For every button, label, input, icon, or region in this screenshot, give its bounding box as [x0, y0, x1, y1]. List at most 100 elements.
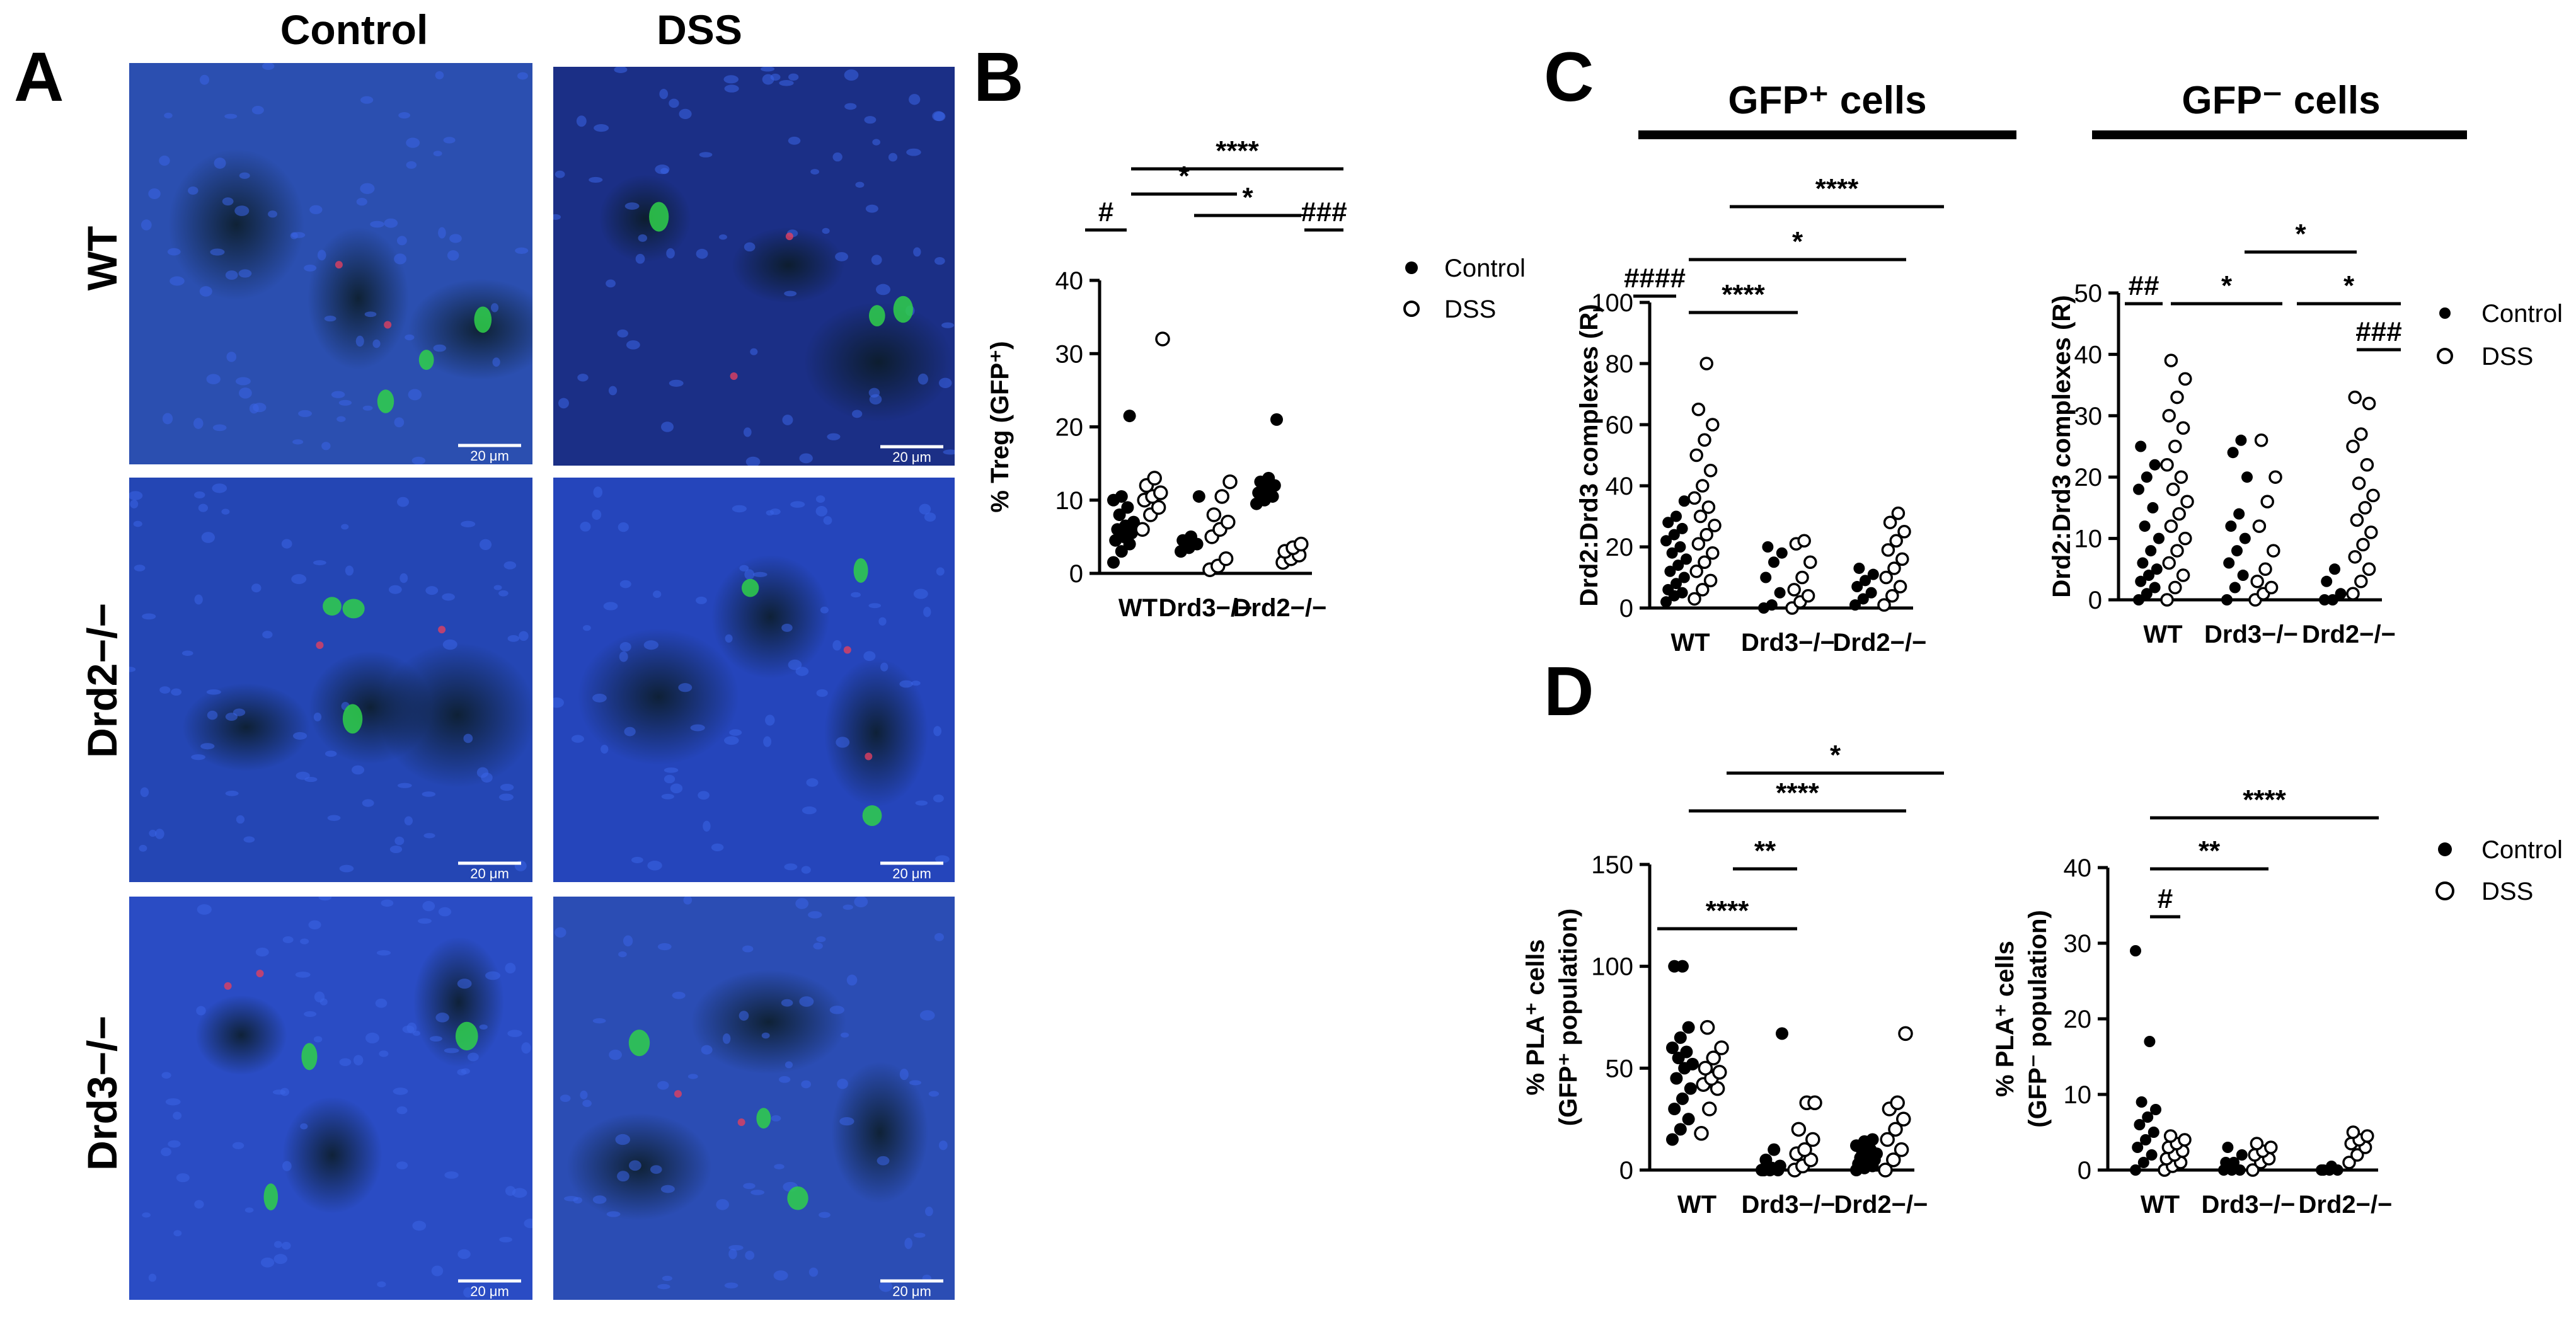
nucleus: [659, 88, 669, 100]
nucleus: [133, 520, 142, 527]
nucleus: [662, 1275, 673, 1282]
nucleus: [560, 1094, 571, 1102]
gfp-cell: [787, 1186, 808, 1210]
data-point-control: [2150, 1104, 2161, 1115]
nucleus: [657, 1081, 669, 1090]
nucleus: [272, 1089, 286, 1095]
data-point-control: [1857, 593, 1869, 605]
nucleus: [225, 713, 238, 721]
data-point-control: [1674, 1123, 1687, 1136]
nucleus: [364, 311, 377, 318]
data-point-dss: [1880, 1132, 1895, 1147]
nucleus: [829, 1006, 844, 1014]
nucleus: [168, 1140, 181, 1148]
nucleus: [372, 339, 381, 348]
significance-label: ##: [2129, 270, 2159, 301]
data-point-dss: [1703, 464, 1718, 478]
significance-label: ####: [1624, 263, 1686, 294]
nucleus: [154, 829, 164, 839]
gfp-cell: [862, 805, 882, 826]
nucleus: [148, 188, 161, 200]
nucleus: [696, 596, 707, 604]
category-label: WT: [1118, 594, 1158, 622]
nucleus: [505, 963, 516, 974]
nucleus: [592, 1018, 606, 1024]
panel-letter-a: A: [14, 38, 64, 116]
data-point-control: [2130, 1164, 2141, 1176]
data-point-dss: [1294, 536, 1309, 552]
data-point-control: [2137, 557, 2149, 569]
nucleus: [608, 386, 618, 396]
nucleus: [880, 662, 888, 672]
chart-d-gfp: 0 50 100 150 WT Drd3−/−Drd2−/− % PLA⁺ cells (GF…: [1522, 740, 1944, 1219]
nucleus: [660, 1185, 675, 1193]
nucleus: [618, 522, 629, 532]
data-point-control: [2229, 582, 2241, 594]
nucleus: [377, 1281, 386, 1288]
nucleus: [234, 205, 250, 216]
nucleus: [781, 999, 793, 1007]
data-point-control: [2141, 588, 2153, 600]
micrograph-drd2-control: 20 μm: [129, 478, 532, 882]
nucleus: [381, 899, 394, 907]
nucleus: [696, 248, 708, 259]
nucleus: [844, 69, 859, 81]
data-point-dss: [1688, 491, 1701, 505]
data-point-control: [1774, 587, 1786, 599]
data-point-dss: [2162, 556, 2176, 570]
data-point-dss: [1879, 570, 1893, 585]
nucleus: [318, 897, 332, 901]
data-point-dss: [2176, 421, 2190, 435]
data-point-control: [1270, 413, 1283, 426]
nucleus: [603, 602, 618, 611]
data-point-control: [1674, 1031, 1687, 1044]
lumen-region: [408, 278, 532, 381]
category-label: Drd2−/−: [1833, 629, 1927, 657]
data-point-dss: [1893, 580, 1907, 594]
data-point-control: [1768, 556, 1780, 568]
nucleus: [661, 422, 674, 432]
data-point-dss: [2364, 525, 2378, 539]
nucleus: [653, 590, 662, 598]
data-point-dss: [2350, 513, 2364, 527]
nucleus: [669, 379, 684, 387]
nucleus: [165, 1098, 181, 1106]
nucleus: [498, 590, 509, 597]
gfp-cell: [741, 578, 759, 597]
data-point-dss: [1890, 1095, 1905, 1111]
nucleus: [282, 1241, 291, 1250]
nucleus: [479, 539, 492, 550]
nucleus: [851, 592, 861, 598]
nucleus: [433, 344, 446, 352]
chart-c-gfp: 0 10 20 30 40 50 WT Drd3−/− Drd2−/− Drd2:Drd3 com…: [2048, 219, 2402, 648]
lumen-region: [168, 149, 304, 301]
gfp-cell: [628, 1030, 650, 1057]
nucleus: [593, 486, 603, 498]
data-point-dss: [2354, 427, 2368, 441]
nucleus: [923, 606, 931, 617]
nucleus: [716, 1199, 729, 1210]
data-point-control: [1666, 547, 1678, 559]
data-point-control: [2326, 594, 2338, 605]
gfp-cell: [301, 1043, 318, 1070]
nucleus: [815, 506, 828, 517]
data-point-control: [1668, 1103, 1681, 1115]
nucleus: [235, 377, 251, 386]
data-point-dss: [2264, 580, 2279, 595]
lumen-region: [599, 175, 691, 263]
data-point-dss: [1153, 485, 1168, 500]
nucleus: [917, 373, 928, 385]
nucleus: [379, 1050, 389, 1057]
data-point-dss: [1891, 506, 1906, 520]
y-tick-label: 0: [1619, 595, 1633, 623]
data-point-control: [1670, 578, 1682, 590]
nucleus: [701, 1045, 713, 1055]
nucleus: [505, 1186, 516, 1196]
nucleus: [619, 642, 631, 652]
y-tick-label: 50: [1606, 1055, 1634, 1082]
nucleus: [336, 416, 346, 422]
nucleus: [823, 516, 832, 525]
legend-c-dss-marker: [2437, 348, 2453, 364]
nucleus: [214, 158, 226, 169]
scale-bar-label: 20 μm: [892, 866, 931, 881]
